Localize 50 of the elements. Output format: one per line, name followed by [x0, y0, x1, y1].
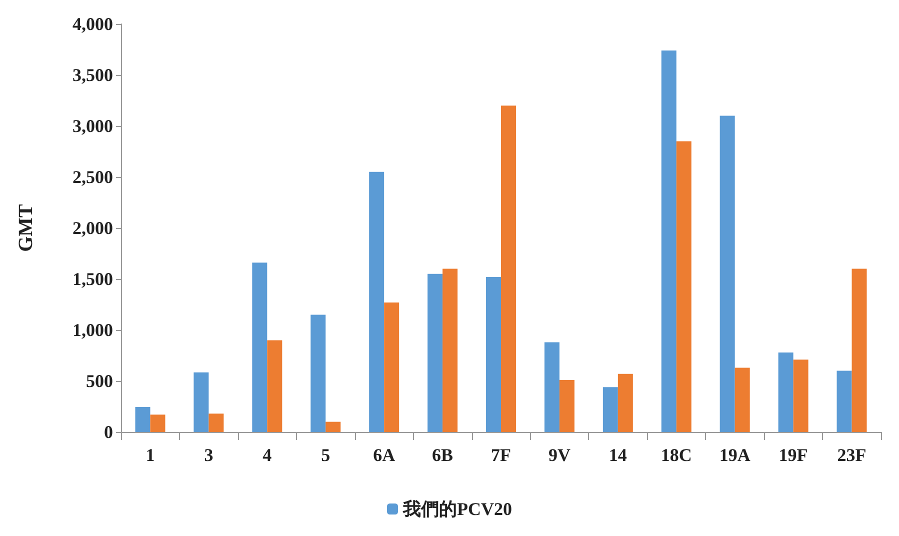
x-tick-label: 14: [608, 445, 627, 465]
bar: [486, 276, 501, 432]
bar: [836, 370, 852, 432]
y-tick-label: 3,500: [72, 65, 113, 85]
bar: [135, 407, 150, 432]
bar: [369, 172, 384, 432]
bar: [310, 314, 326, 432]
bar: [384, 302, 400, 432]
x-tick-label: 9V: [548, 445, 570, 465]
x-tick-label: 6A: [373, 445, 396, 465]
bar: [676, 141, 692, 432]
bar: [852, 268, 867, 432]
y-tick-label: 2,000: [72, 218, 113, 238]
bar: [252, 262, 268, 432]
bar: [194, 372, 209, 432]
bar: [150, 414, 166, 432]
x-tick-label: 1: [146, 445, 155, 465]
x-tick-label: 23F: [837, 445, 866, 465]
y-tick-label: 1,500: [72, 269, 113, 289]
bar: [661, 50, 676, 432]
bar: [442, 268, 458, 432]
y-axis-title: GMT: [15, 203, 37, 252]
bar: [501, 106, 516, 432]
bar: [793, 360, 808, 432]
bar: [720, 116, 735, 432]
x-tick-label: 5: [321, 445, 330, 465]
y-tick-label: 2,500: [72, 167, 113, 187]
bar: [778, 352, 794, 432]
bar: [559, 380, 574, 432]
x-tick-label: 19F: [778, 445, 808, 465]
y-tick-label: 3,000: [72, 116, 113, 136]
y-tick-label: 4,000: [72, 14, 113, 34]
bar: [544, 342, 560, 432]
bar: [618, 374, 633, 432]
x-tick-label: 7F: [491, 445, 511, 465]
y-tick-label: 1,000: [72, 320, 113, 340]
bar: [208, 414, 224, 432]
y-tick-label: 500: [86, 371, 113, 391]
bar: [734, 368, 750, 432]
x-tick-label: 18C: [660, 445, 692, 465]
x-tick-label: 19A: [719, 445, 750, 465]
legend-label: 我們的PCV20: [402, 499, 512, 519]
x-tick-label: 6B: [432, 445, 454, 465]
bar: [602, 387, 618, 432]
x-tick-label: 4: [262, 445, 272, 465]
y-tick-label: 0: [104, 422, 113, 442]
bar: [267, 340, 282, 432]
x-tick-label: 3: [204, 445, 214, 465]
bar: [428, 274, 443, 432]
bar: [326, 422, 341, 432]
